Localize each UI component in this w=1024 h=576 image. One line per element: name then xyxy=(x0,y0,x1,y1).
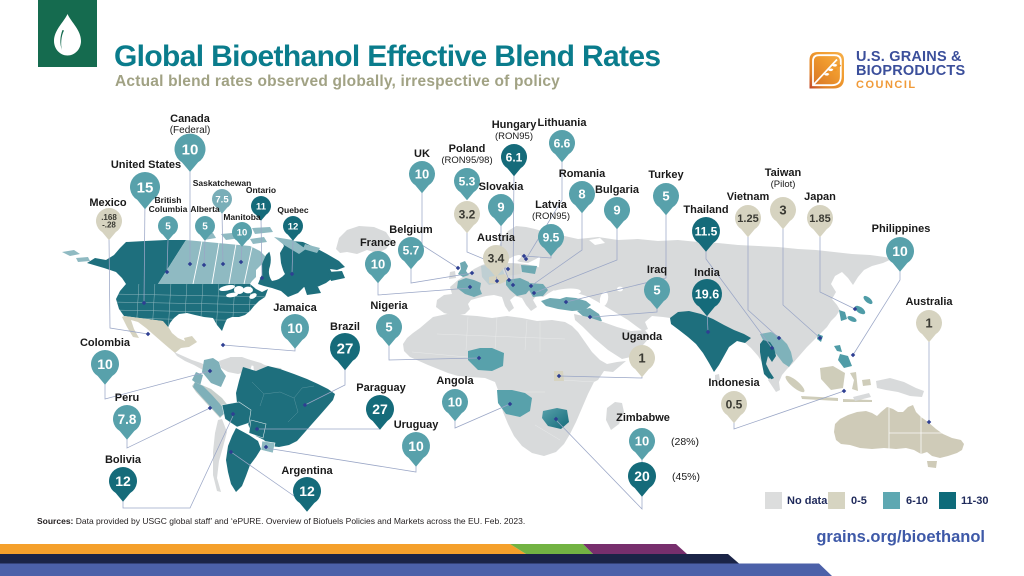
svg-text:Thailand: Thailand xyxy=(683,204,728,216)
svg-text:Uruguay: Uruguay xyxy=(394,419,440,431)
svg-text:France: France xyxy=(360,237,396,249)
svg-text:11: 11 xyxy=(256,201,267,212)
svg-text:27: 27 xyxy=(372,401,388,417)
svg-text:12: 12 xyxy=(115,473,131,489)
svg-text:Japan: Japan xyxy=(804,191,836,203)
svg-text:9.5: 9.5 xyxy=(543,230,560,244)
svg-text:Indonesia: Indonesia xyxy=(708,377,760,389)
svg-text:9: 9 xyxy=(613,203,620,218)
svg-text:3.4: 3.4 xyxy=(488,251,505,265)
svg-text:Hungary: Hungary xyxy=(492,119,538,131)
svg-text:UK: UK xyxy=(414,148,430,160)
svg-text:27: 27 xyxy=(337,340,354,357)
svg-text:Canada: Canada xyxy=(170,113,211,125)
svg-text:Bolivia: Bolivia xyxy=(105,454,142,466)
svg-text:Slovakia: Slovakia xyxy=(479,181,525,193)
svg-text:.168: .168 xyxy=(101,213,117,222)
svg-text:Romania: Romania xyxy=(559,168,606,180)
svg-text:10: 10 xyxy=(97,356,113,372)
svg-text:10: 10 xyxy=(448,395,462,410)
svg-text:10: 10 xyxy=(408,438,424,454)
svg-text:Manitoba: Manitoba xyxy=(223,212,261,222)
svg-text:5: 5 xyxy=(385,320,392,335)
svg-text:Australia: Australia xyxy=(905,296,953,308)
svg-text:19.6: 19.6 xyxy=(695,288,719,302)
svg-text:5: 5 xyxy=(202,222,208,233)
svg-text:Argentina: Argentina xyxy=(281,465,333,477)
svg-text:(RON95): (RON95) xyxy=(495,131,533,142)
svg-text:Jamaica: Jamaica xyxy=(273,302,317,314)
svg-text:9: 9 xyxy=(497,200,504,215)
svg-text:7.8: 7.8 xyxy=(118,412,137,427)
svg-text:Austria: Austria xyxy=(477,232,516,244)
svg-text:1: 1 xyxy=(925,316,932,331)
svg-text:United States: United States xyxy=(111,159,181,171)
svg-text:3: 3 xyxy=(779,203,786,218)
svg-text:(Federal): (Federal) xyxy=(170,125,211,136)
svg-text:5.7: 5.7 xyxy=(403,243,420,257)
svg-text:Brazil: Brazil xyxy=(330,321,360,333)
svg-text:7.5: 7.5 xyxy=(215,194,229,205)
svg-text:6.6: 6.6 xyxy=(554,136,571,150)
svg-text:1.25: 1.25 xyxy=(737,213,758,225)
svg-text:Alberta: Alberta xyxy=(190,204,220,214)
svg-text:Columbia: Columbia xyxy=(149,204,188,214)
svg-text:(45%): (45%) xyxy=(672,471,700,483)
svg-text:10: 10 xyxy=(182,141,199,158)
svg-text:Poland: Poland xyxy=(449,143,486,155)
svg-text:8: 8 xyxy=(578,187,585,202)
svg-text:10: 10 xyxy=(287,320,303,336)
svg-text:Bulgaria: Bulgaria xyxy=(595,184,640,196)
svg-text:5: 5 xyxy=(165,222,171,233)
svg-text:(Pilot): (Pilot) xyxy=(771,179,796,190)
svg-text:15: 15 xyxy=(137,179,154,196)
svg-text:Peru: Peru xyxy=(115,392,139,404)
svg-text:1.85: 1.85 xyxy=(809,213,830,225)
svg-text:Angola: Angola xyxy=(436,375,474,387)
svg-text:10: 10 xyxy=(415,167,429,182)
svg-text:Paraguay: Paraguay xyxy=(356,382,406,394)
svg-text:11.5: 11.5 xyxy=(695,224,718,238)
svg-text:(28%): (28%) xyxy=(671,436,699,448)
svg-text:Lithuania: Lithuania xyxy=(538,117,588,129)
svg-text:10: 10 xyxy=(892,243,908,259)
svg-text:Colombia: Colombia xyxy=(80,337,131,349)
svg-text:Latvia: Latvia xyxy=(535,199,568,211)
svg-text:Nigeria: Nigeria xyxy=(370,300,408,312)
svg-text:1: 1 xyxy=(638,351,645,366)
svg-text:Belgium: Belgium xyxy=(389,224,433,236)
svg-text:Turkey: Turkey xyxy=(648,169,684,181)
svg-text:10: 10 xyxy=(635,434,649,449)
svg-text:6.1: 6.1 xyxy=(506,150,523,164)
svg-text:Saskatchewan: Saskatchewan xyxy=(193,178,252,188)
svg-text:5: 5 xyxy=(662,189,669,204)
svg-text:0.5: 0.5 xyxy=(726,397,743,411)
svg-text:Iraq: Iraq xyxy=(647,264,667,276)
svg-text:10: 10 xyxy=(237,227,248,238)
svg-text:Uganda: Uganda xyxy=(622,331,663,343)
svg-text:Taiwan: Taiwan xyxy=(765,167,802,179)
svg-text:5: 5 xyxy=(653,283,660,298)
svg-text:5.3: 5.3 xyxy=(459,174,476,188)
svg-text:(RON95/98): (RON95/98) xyxy=(441,155,492,166)
svg-text:20: 20 xyxy=(634,468,650,484)
svg-text:10: 10 xyxy=(371,257,385,272)
svg-text:Philippines: Philippines xyxy=(872,223,931,235)
svg-text:(RON95): (RON95) xyxy=(532,211,570,222)
svg-text:Quebec: Quebec xyxy=(277,205,308,215)
svg-text:12: 12 xyxy=(299,483,315,499)
svg-text:-.28: -.28 xyxy=(102,221,116,230)
svg-text:Zimbabwe: Zimbabwe xyxy=(616,412,670,424)
svg-text:Mexico: Mexico xyxy=(89,197,127,209)
svg-text:India: India xyxy=(694,267,721,279)
svg-text:British: British xyxy=(155,195,182,205)
svg-text:Ontario: Ontario xyxy=(246,185,276,195)
svg-text:Vietnam: Vietnam xyxy=(727,191,770,203)
svg-text:3.2: 3.2 xyxy=(459,207,476,221)
svg-text:12: 12 xyxy=(288,221,299,232)
